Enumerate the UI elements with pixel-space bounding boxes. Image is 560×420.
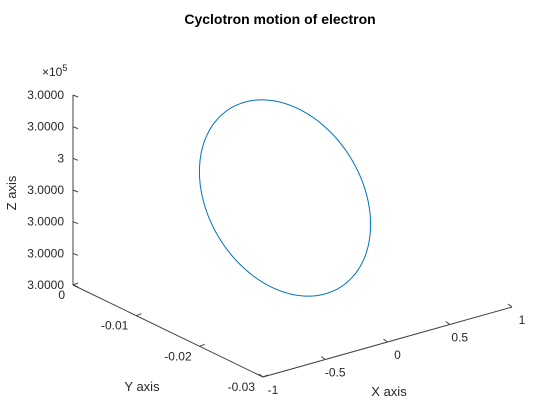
z-tick-mark (72, 284, 79, 288)
y-tick-mark (136, 313, 142, 317)
z-tick-mark (72, 126, 79, 130)
y-tick-mark (262, 374, 269, 378)
x-tick-mark (258, 373, 264, 378)
z-tick-mark (72, 157, 79, 161)
z-tick-label: 3.0000 (27, 120, 64, 134)
y-tick-mark (199, 343, 205, 347)
x-tick-group: -1 -0.5 0 0.5 1 (258, 303, 526, 397)
chart-title: Cyclotron motion of electron (184, 11, 375, 27)
x-tick-mark (383, 338, 388, 343)
x-tick-label: -0.5 (325, 366, 346, 380)
z-axis-label: Z axis (4, 175, 19, 210)
x-tick-mark (320, 356, 326, 360)
z-tick-label: 3.0000 (27, 246, 64, 260)
y-tick-mark (72, 282, 79, 286)
orbit-series-line (198, 99, 372, 297)
z-exponent-base: ×10 (42, 65, 63, 79)
x-tick-label: 1 (519, 313, 526, 327)
z-tick-mark (72, 221, 79, 225)
y-tick-label: -0.02 (164, 349, 192, 363)
z-tick-mark (72, 252, 79, 256)
y-axis-label: Y axis (124, 379, 160, 394)
y-tick-label: -0.03 (228, 380, 256, 394)
z-exponent-label: ×105 (42, 63, 67, 79)
x-tick-label: 0 (394, 348, 401, 362)
x-tick-label: -1 (268, 383, 279, 397)
y-tick-group: 0 -0.01 -0.02 -0.03 (58, 282, 269, 394)
z-tick-group: 3.0000 3.0000 3 3.0000 3.0000 3.0000 3.0000 (27, 88, 79, 292)
z-tick-label: 3.0000 (27, 88, 64, 102)
x-tick-mark (507, 303, 513, 308)
z-tick-mark (72, 94, 79, 98)
z-tick-label: 3.0000 (27, 215, 64, 229)
z-tick-label: 3 (57, 151, 64, 165)
y-tick-label: 0 (58, 288, 65, 302)
z-tick-mark (72, 189, 79, 193)
z-tick-label: 3.0000 (27, 183, 64, 197)
x-axis-label: X axis (371, 384, 407, 399)
y-axis-line (72, 284, 264, 378)
y-tick-label: -0.01 (101, 319, 129, 333)
x-tick-mark (445, 321, 451, 325)
x-tick-label: 0.5 (451, 331, 468, 345)
z-tick-label: 3.0000 (27, 278, 64, 292)
z-exponent-power: 5 (62, 63, 67, 73)
